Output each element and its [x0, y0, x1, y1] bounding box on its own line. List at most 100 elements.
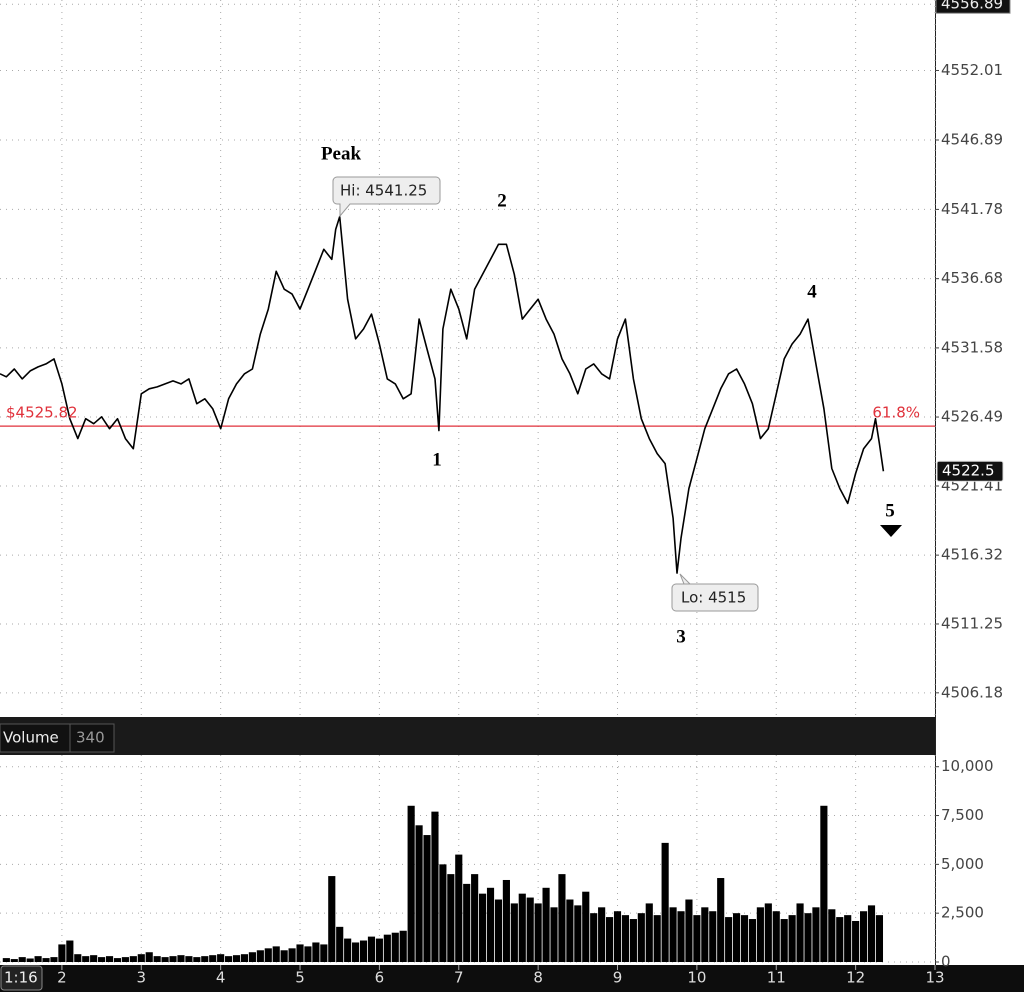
volume-bar — [598, 907, 606, 962]
y-tick-label: 7,500 — [941, 806, 984, 824]
volume-bar — [471, 874, 479, 962]
volume-bar — [201, 956, 209, 962]
volume-bar — [558, 874, 566, 962]
volume-bar — [574, 905, 582, 962]
x-tick-label: 4 — [216, 969, 226, 987]
x-tick-label: 2 — [57, 969, 67, 987]
y-tick-label: 10,000 — [941, 757, 994, 775]
volume-bar — [717, 878, 725, 962]
volume-bar — [463, 883, 471, 962]
wave-label: 4 — [807, 281, 817, 302]
volume-bar — [240, 954, 249, 962]
x-tick-label: 13 — [925, 969, 944, 987]
volume-bar — [590, 913, 598, 962]
volume-bar — [320, 944, 328, 962]
volume-bar — [105, 956, 114, 962]
volume-bar — [383, 934, 391, 962]
volume-bar — [217, 954, 225, 962]
volume-bar — [582, 891, 590, 962]
volume-bar — [550, 907, 558, 962]
hi-label: Hi: 4541.25 — [340, 182, 427, 200]
volume-bar — [852, 920, 860, 962]
last-price-box — [936, 460, 1004, 482]
volume-bar — [534, 903, 542, 962]
volume-bar — [74, 954, 82, 962]
volume-bar — [177, 955, 185, 962]
volume-bar — [867, 905, 876, 962]
y-tick-label: 4506.18 — [941, 683, 1003, 701]
volume-bar — [748, 919, 757, 962]
volume-bar — [185, 956, 193, 962]
volume-bar — [740, 915, 749, 962]
volume-bar — [542, 887, 550, 962]
volume-bar — [836, 917, 844, 962]
volume-bar — [637, 913, 645, 962]
volume-bar — [18, 957, 26, 962]
volume-bar — [129, 956, 137, 962]
down-arrow — [880, 525, 902, 537]
volume-bar — [796, 903, 804, 962]
volume-bar — [336, 926, 344, 962]
volume-bar — [653, 915, 661, 962]
y-tick-label: 4516.32 — [941, 546, 1003, 564]
volume-bar — [153, 956, 161, 962]
volume-bar — [232, 955, 241, 962]
volume-bar — [90, 955, 98, 962]
volume-bar — [296, 944, 304, 962]
x-tick-label: 8 — [533, 969, 543, 987]
volume-bar — [725, 917, 733, 962]
y-tick-label: 4536.68 — [941, 269, 1003, 287]
y-tick-label: 4541.78 — [941, 200, 1003, 218]
volume-bar — [606, 917, 614, 962]
price-line — [0, 215, 885, 574]
volume-title-cell — [0, 723, 71, 753]
volume-bar — [137, 954, 145, 962]
volume-bar — [613, 911, 622, 962]
volume-bar — [34, 956, 42, 962]
volume-bar — [502, 879, 510, 962]
peak-label: Peak — [321, 143, 362, 164]
volume-bar — [280, 950, 288, 962]
cursor-box — [0, 965, 43, 991]
volume-bar — [42, 958, 50, 962]
x-axis-strip — [0, 965, 1024, 992]
volume-bar — [447, 874, 455, 962]
volume-bar — [272, 946, 280, 962]
volume-bar — [10, 959, 18, 962]
volume-title: Volume — [3, 729, 59, 747]
volume-bar — [352, 942, 360, 962]
volume-bar — [685, 899, 693, 962]
volume-bar — [645, 903, 653, 962]
volume-bar — [566, 899, 574, 962]
x-tick-label: 3 — [137, 969, 147, 987]
y-tick-label: 4531.58 — [941, 338, 1003, 356]
volume-bar — [494, 899, 503, 962]
volume-bar — [510, 903, 518, 962]
volume-bar — [804, 913, 812, 962]
volume-bar — [407, 805, 415, 962]
volume-bar — [256, 950, 264, 962]
volume-bar — [248, 952, 256, 962]
volume-bar — [788, 915, 796, 962]
volume-bar — [756, 907, 764, 962]
wave-label: 5 — [885, 500, 895, 521]
wave-label: 1 — [432, 449, 442, 470]
volume-bar — [66, 940, 74, 962]
lo-callout — [671, 573, 759, 612]
volume-bar — [161, 957, 169, 962]
x-tick-label: 6 — [375, 969, 385, 987]
volume-bar — [367, 936, 376, 962]
volume-bar — [709, 911, 717, 962]
volume-bar — [399, 930, 407, 962]
y-tick-label: 0 — [941, 953, 951, 971]
volume-bar — [701, 907, 709, 962]
volume-bar — [455, 854, 463, 962]
volume-bar — [431, 811, 439, 962]
volume-bar — [415, 825, 423, 962]
last-price-label: 4522.5 — [942, 462, 995, 480]
volume-bar — [113, 958, 122, 962]
volume-current: 340 — [76, 729, 105, 747]
volume-header — [0, 717, 935, 755]
volume-bar — [312, 942, 320, 962]
